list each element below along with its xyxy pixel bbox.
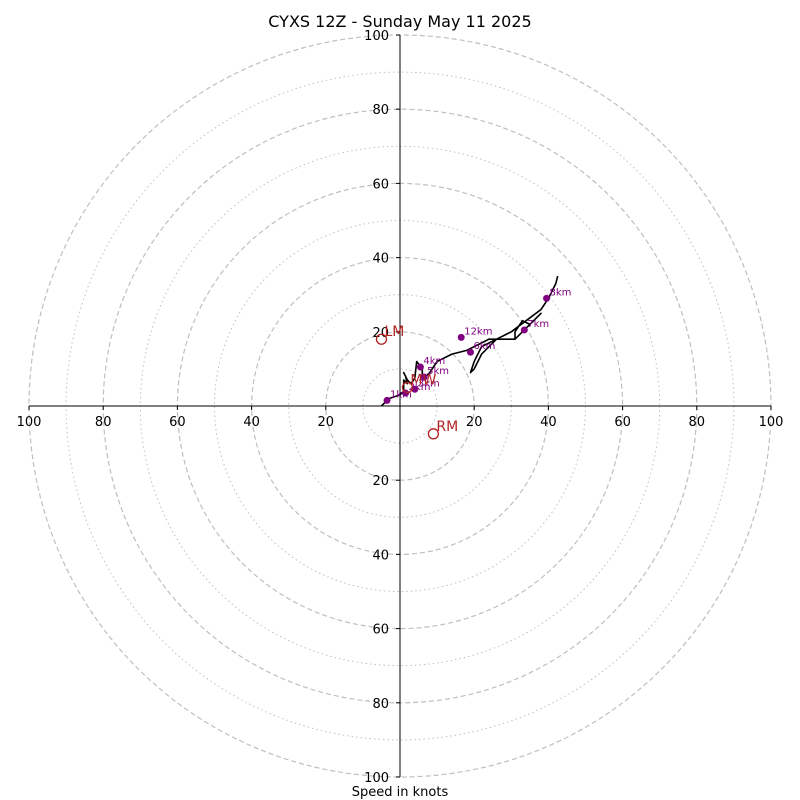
y-tick-label: 40 <box>372 252 389 267</box>
height-marker-dot <box>457 333 465 341</box>
height-marker-dot <box>520 326 528 334</box>
storm-motion-marker <box>427 428 440 440</box>
height-marker-label: 1km <box>390 389 412 400</box>
storm-motion-label: LM <box>384 324 404 340</box>
y-tick-label: 80 <box>372 697 389 712</box>
height-marker-label: 12km <box>464 326 492 337</box>
x-tick-label: 60 <box>614 415 631 430</box>
y-tick-label: 80 <box>372 103 389 118</box>
storm-motion-marker <box>375 333 388 345</box>
storm-motion-label: RM <box>436 419 458 435</box>
height-marker-label: 6km <box>473 341 495 352</box>
height-marker-dot <box>543 294 551 302</box>
y-tick-label: 40 <box>372 548 389 563</box>
x-tick-label: 40 <box>243 415 260 430</box>
height-marker-label: 8km <box>550 287 572 298</box>
height-marker-dot <box>466 348 474 356</box>
storm-motion-marker <box>401 381 414 394</box>
height-marker-dot <box>383 396 391 404</box>
y-tick-label: 100 <box>364 29 389 44</box>
y-tick-label: 100 <box>364 771 389 786</box>
height-marker-label: 2km <box>409 382 431 393</box>
hodograph-line <box>380 275 559 407</box>
height-marker-label: 3km <box>418 378 440 389</box>
chart-title: CYXS 12Z - Sunday May 11 2025 <box>268 12 531 31</box>
height-marker-label: 5km <box>427 366 449 377</box>
x-tick-label: 20 <box>466 415 483 430</box>
x-tick-label: 40 <box>540 415 557 430</box>
wind-trace <box>380 275 559 407</box>
x-tick-label: 100 <box>17 415 42 430</box>
height-marker-label: 7km <box>527 319 549 330</box>
x-tick-label: 100 <box>759 415 784 430</box>
storm-motion-markers: LM RM MW <box>375 324 458 440</box>
x-tick-label: 60 <box>169 415 186 430</box>
height-marker-dot <box>420 373 428 381</box>
height-marker-dot <box>416 363 424 371</box>
tick-labels: 100 80 60 40 20 20 40 60 80 100100806040202040608… <box>17 29 784 786</box>
x-axis-label: Speed in knots <box>352 785 449 800</box>
height-marker-label: 4km <box>423 356 445 367</box>
axes <box>29 35 771 777</box>
x-tick-label: 80 <box>689 415 706 430</box>
x-tick-label: 80 <box>95 415 112 430</box>
y-tick-label: 60 <box>372 623 389 638</box>
y-tick-label: 20 <box>372 474 389 489</box>
storm-motion-label: MW <box>410 372 436 388</box>
height-marker-dot <box>411 385 419 393</box>
x-tick-label: 20 <box>318 415 335 430</box>
y-tick-label: 60 <box>372 177 389 192</box>
